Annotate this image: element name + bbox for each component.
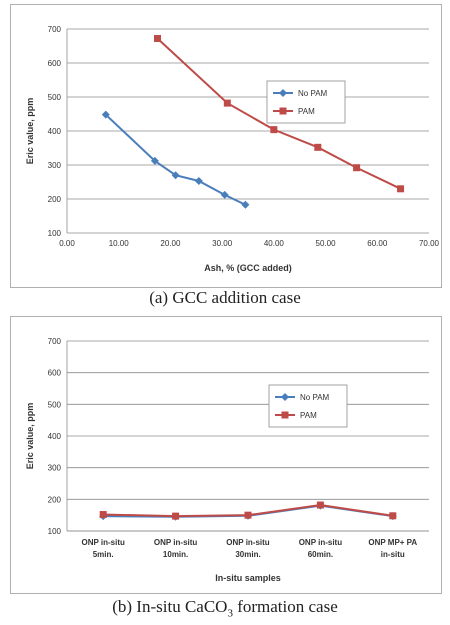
- x-category-label: ONP in-situ: [299, 538, 343, 547]
- x-category-label: 30min.: [235, 550, 260, 559]
- legend-marker: [279, 107, 287, 115]
- data-point: [171, 171, 180, 180]
- legend-label: No PAM: [298, 89, 328, 98]
- data-point: [194, 176, 203, 185]
- data-point: [353, 164, 361, 172]
- y-tick-label: 700: [48, 25, 62, 34]
- x-tick-label: 50.00: [316, 239, 337, 248]
- x-category-label: ONP MP+ PA: [368, 538, 417, 547]
- chart-caption-a: (a) GCC addition case: [149, 288, 301, 307]
- x-category-label: in-situ: [381, 550, 405, 559]
- x-tick-label: 60.00: [367, 239, 388, 248]
- caption-b-subscript: 3: [227, 607, 233, 620]
- x-category-label: 60min.: [308, 550, 333, 559]
- data-point: [220, 190, 229, 199]
- y-tick-label: 500: [48, 93, 62, 102]
- x-tick-label: 30.00: [212, 239, 233, 248]
- x-category-label: ONP in-situ: [226, 538, 270, 547]
- x-tick-label: 10.00: [109, 239, 130, 248]
- gcc-addition-chart: 100 200 300 400 500 600 700 Eric value, ppm 0.00…: [25, 25, 440, 273]
- legend-box: [266, 80, 346, 124]
- in-situ-caco3-chart: 100 200 300 400 500 600 700 Eric value, ppm ONP …: [25, 337, 429, 583]
- x-axis-label: In-situ samples: [215, 573, 281, 583]
- data-point: [244, 511, 252, 519]
- data-point: [397, 185, 405, 193]
- data-point: [99, 511, 107, 519]
- x-tick-label: 70.00: [419, 239, 440, 248]
- y-tick-label: 500: [48, 400, 62, 409]
- legend-marker: [279, 89, 287, 97]
- x-tick-label: 40.00: [264, 239, 285, 248]
- chart-panel-a: 100 200 300 400 500 600 700 Eric value, ppm 0.00…: [10, 4, 442, 288]
- y-tick-label: 400: [48, 432, 62, 441]
- data-point: [101, 110, 110, 119]
- data-point: [389, 512, 397, 520]
- y-axis-label: Eric value, ppm: [25, 98, 35, 165]
- y-tick-label: 100: [48, 527, 62, 536]
- y-tick-label: 700: [48, 337, 62, 346]
- legend-label: No PAM: [300, 393, 330, 402]
- x-category-label: ONP in-situ: [154, 538, 198, 547]
- y-tick-label: 400: [48, 127, 62, 136]
- y-tick-label: 300: [48, 161, 62, 170]
- data-point: [241, 200, 250, 209]
- x-category-label: 10min.: [163, 550, 188, 559]
- y-axis-label: Eric value, ppm: [25, 403, 35, 470]
- series-line: [156, 37, 401, 190]
- data-point: [150, 156, 159, 165]
- y-tick-label: 600: [48, 369, 62, 378]
- data-point: [316, 501, 324, 509]
- x-category-label: ONP in-situ: [81, 538, 125, 547]
- data-point: [314, 143, 322, 151]
- chart-caption-b: (b) In-situ CaCO3 formation case: [0, 597, 450, 619]
- y-tick-label: 200: [48, 195, 62, 204]
- legend-label: PAM: [298, 107, 315, 116]
- data-point: [270, 126, 278, 134]
- y-tick-label: 300: [48, 464, 62, 473]
- x-tick-label: 0.00: [59, 239, 75, 248]
- data-point: [223, 99, 231, 107]
- y-tick-label: 600: [48, 59, 62, 68]
- caption-b-suffix: formation case: [232, 597, 338, 616]
- legend-box: [268, 384, 348, 428]
- caption-b-prefix: (b) In-situ CaCO: [112, 597, 228, 616]
- legend-marker: [281, 411, 289, 419]
- legend-marker: [281, 393, 289, 401]
- data-point: [172, 512, 180, 520]
- chart-panel-b: 100 200 300 400 500 600 700 Eric value, ppm ONP …: [10, 316, 442, 594]
- x-category-label: 5min.: [93, 550, 114, 559]
- x-axis-label: Ash, % (GCC added): [204, 263, 292, 273]
- series-line: [105, 113, 246, 206]
- y-tick-label: 200: [48, 495, 62, 504]
- legend-label: PAM: [300, 411, 317, 420]
- data-point: [154, 35, 161, 43]
- x-tick-label: 20.00: [160, 239, 181, 248]
- y-tick-label: 100: [48, 229, 62, 238]
